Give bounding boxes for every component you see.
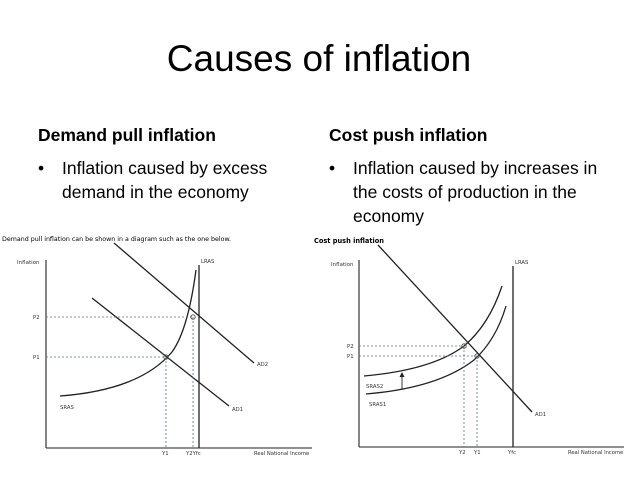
- y-axis-label: Inflation: [331, 262, 354, 268]
- y-axis-label: Inflation: [17, 260, 40, 266]
- p1-label: P1: [347, 354, 354, 360]
- ad1-label: AD1: [232, 407, 243, 413]
- bullet-dot: •: [38, 158, 45, 178]
- p1-label: P1: [33, 355, 40, 361]
- ad2-line: [113, 242, 255, 364]
- p2-label: P2: [347, 344, 354, 350]
- demand-pull-heading: Demand pull inflation: [38, 125, 216, 145]
- equilibrium-point-2: [190, 314, 196, 320]
- yfc-label: Yfc: [507, 450, 516, 456]
- ad1-label: AD1: [535, 412, 546, 418]
- y1-label: Y1: [473, 450, 481, 456]
- sras-curve: [59, 269, 197, 397]
- equilibrium-point-2: [461, 343, 467, 349]
- demand-pull-diagram: Demand pull inflation can be shown in a …: [2, 236, 312, 457]
- equilibrium-point-1: [163, 354, 169, 360]
- sras2-curve: [363, 285, 503, 377]
- shift-arrowhead: [399, 372, 405, 377]
- cost-push-bullet-text: Inflation caused by increases in the cos…: [353, 158, 598, 226]
- demand-pull-bullet-text: Inflation caused by excess demand in the…: [62, 158, 268, 202]
- demand-pull-bullet: • Inflation caused by excess demand in t…: [38, 156, 308, 204]
- slide-title: Causes of inflation: [166, 38, 472, 79]
- sras2-label: SRAS2: [366, 384, 383, 390]
- lras-label: LRAS: [201, 259, 215, 265]
- ad1-line: [377, 244, 533, 413]
- demand-pull-caption: Demand pull inflation can be shown in a …: [2, 236, 231, 243]
- p2-label: P2: [33, 315, 40, 321]
- equilibrium-point-1: [474, 353, 480, 359]
- cost-push-bullet: • Inflation caused by increases in the c…: [329, 156, 619, 228]
- ad1-line: [91, 297, 230, 407]
- lras-label: LRAS: [515, 260, 529, 266]
- y2-label: Y2: [458, 450, 466, 456]
- x-axis-label: Real National Income: [254, 451, 309, 457]
- cost-push-heading: Cost push inflation: [329, 125, 488, 145]
- sras-label: SRAS: [60, 405, 74, 411]
- y2yfc-label: Y2Yfc: [185, 451, 201, 457]
- cost-push-caption: Cost push inflation: [314, 237, 384, 245]
- y1-label: Y1: [161, 451, 169, 457]
- ad2-label: AD2: [257, 362, 268, 368]
- sras1-curve: [365, 305, 507, 395]
- sras1-label: SRAS1: [369, 402, 386, 408]
- bullet-dot: •: [329, 158, 336, 178]
- x-axis-label: Real National Income: [568, 450, 623, 456]
- cost-push-diagram: Cost push inflation Inflation Real Natio…: [314, 237, 624, 456]
